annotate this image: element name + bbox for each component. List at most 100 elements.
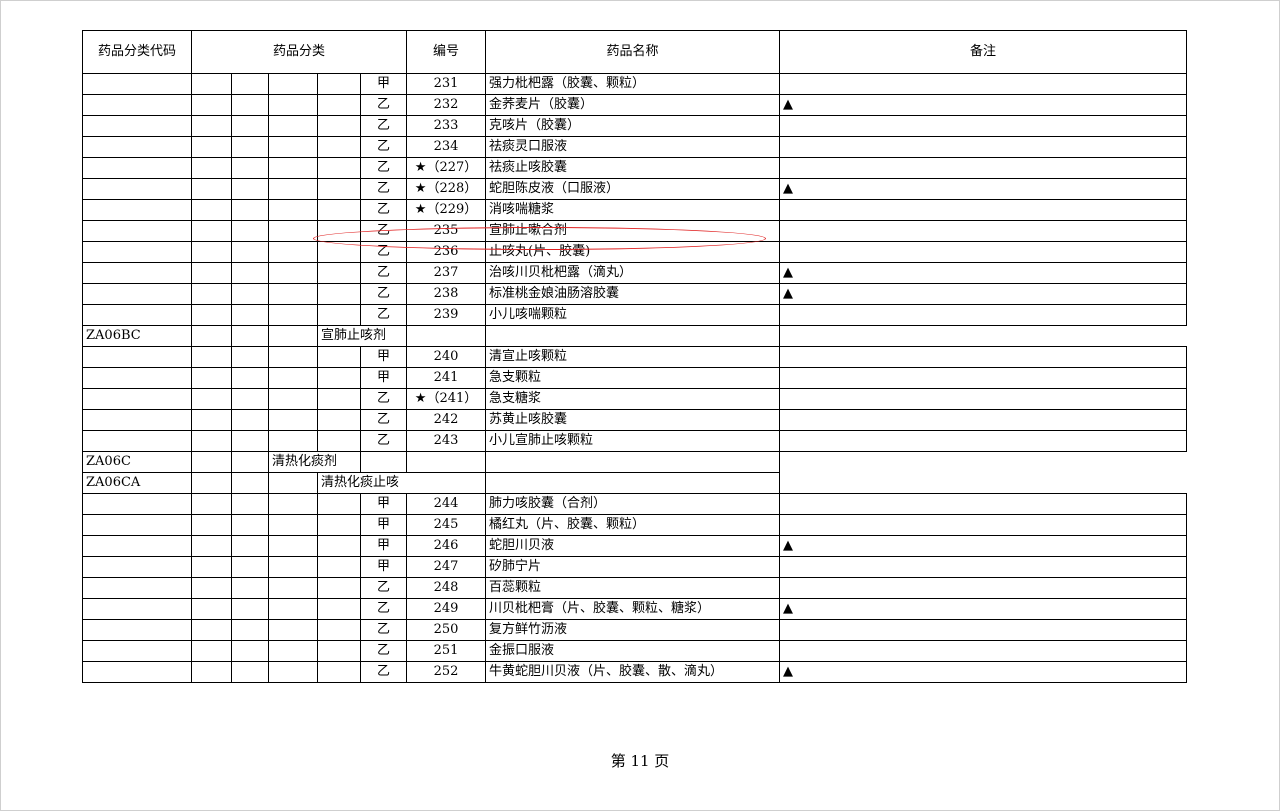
note-cell <box>779 430 1188 452</box>
drug-name: 牛黄蛇胆川贝液（片、胶囊、散、滴丸） <box>485 661 781 683</box>
empty-cell <box>317 661 361 683</box>
number-cell: 236 <box>406 241 487 263</box>
category-code <box>82 388 192 410</box>
empty-cell <box>268 556 318 578</box>
category-row: ZA06CA 清热化痰止咳 <box>82 472 1187 494</box>
empty-cell <box>191 640 232 662</box>
empty-cell <box>231 136 269 158</box>
empty-cell <box>317 241 361 263</box>
empty-cell <box>191 577 232 599</box>
category-code <box>82 94 192 116</box>
empty-cell <box>268 73 318 95</box>
category-code <box>82 619 192 641</box>
grade-cell: 甲 <box>359 367 408 389</box>
drug-name: 橘红丸（片、胶囊、颗粒） <box>485 514 781 536</box>
drug-name: 急支颗粒 <box>485 367 781 389</box>
number-text: 252 <box>433 664 459 679</box>
empty-cell <box>231 367 269 389</box>
grade-cell: 乙 <box>359 262 408 284</box>
note-cell: ▲ <box>779 598 1188 620</box>
table-row: 甲 231 强力枇杷露（胶囊、颗粒） <box>82 73 1188 95</box>
table-row: 乙 239 小儿咳喘颗粒 <box>82 304 1188 326</box>
empty-cell <box>317 409 361 431</box>
number-text: 233 <box>433 118 459 133</box>
empty-cell <box>317 115 361 137</box>
drug-name: 宣肺止嗽合剂 <box>485 220 781 242</box>
grade-cell: 乙 <box>359 409 408 431</box>
number-cell: ★（227） <box>406 157 487 179</box>
empty-cell <box>231 199 269 221</box>
note-cell <box>779 556 1188 578</box>
table-row: 乙 236 止咳丸(片、胶囊) <box>82 241 1188 263</box>
empty-cell <box>268 535 318 557</box>
note-cell <box>779 514 1188 536</box>
number-text: （241） <box>426 391 478 406</box>
number-text: 251 <box>433 643 459 658</box>
number-cell: 234 <box>406 136 487 158</box>
number-cell: 239 <box>406 304 487 326</box>
number-cell: 252 <box>406 661 487 683</box>
note-cell <box>485 451 781 473</box>
grade-cell: 甲 <box>359 73 408 95</box>
drug-name: 祛痰灵口服液 <box>485 136 781 158</box>
grade-cell: 乙 <box>359 430 408 452</box>
note-cell: ▲ <box>779 661 1188 683</box>
grade-cell: 乙 <box>359 661 408 683</box>
table-row: 乙 242 苏黄止咳胶囊 <box>82 409 1188 431</box>
empty-cell <box>191 388 232 410</box>
empty-cell <box>231 619 269 641</box>
number-text: 249 <box>433 601 459 616</box>
star-icon: ★ <box>414 160 427 175</box>
number-cell: 243 <box>406 430 487 452</box>
category-code <box>82 304 192 326</box>
category-row: ZA06C 清热化痰剂 <box>82 451 1187 473</box>
empty-cell <box>191 94 232 116</box>
empty-cell <box>317 367 361 389</box>
grade-cell: 乙 <box>359 199 408 221</box>
drug-name: 标准桃金娘油肠溶胶囊 <box>485 283 781 305</box>
number-cell: ★（228） <box>406 178 487 200</box>
note-cell <box>779 304 1188 326</box>
drug-name: 止咳丸(片、胶囊) <box>485 241 781 263</box>
grade-cell: 乙 <box>359 283 408 305</box>
empty-cell <box>231 409 269 431</box>
empty-cell <box>231 388 269 410</box>
header-number: 编号 <box>406 30 487 74</box>
grade-cell: 甲 <box>359 493 408 515</box>
empty-cell <box>231 598 269 620</box>
empty-cell <box>268 325 318 347</box>
table-row: 乙 238 标准桃金娘油肠溶胶囊 ▲ <box>82 283 1188 305</box>
category-code <box>82 115 192 137</box>
empty-cell <box>317 556 361 578</box>
empty-cell <box>268 136 318 158</box>
empty-cell <box>231 640 269 662</box>
number-cell: 244 <box>406 493 487 515</box>
category-label: 宣肺止咳剂 <box>316 325 408 347</box>
empty-cell <box>406 451 487 473</box>
note-cell <box>779 157 1188 179</box>
empty-cell <box>268 241 318 263</box>
empty-cell <box>231 94 269 116</box>
note-cell <box>779 367 1188 389</box>
empty-cell <box>268 178 318 200</box>
category-code <box>82 598 192 620</box>
empty-cell <box>317 640 361 662</box>
category-code: ZA06BC <box>82 325 192 347</box>
number-text: （227） <box>426 160 478 175</box>
empty-cell <box>191 241 232 263</box>
table-row: 乙 ★（241） 急支糖浆 <box>82 388 1188 410</box>
note-cell <box>779 493 1188 515</box>
grade-cell: 乙 <box>359 640 408 662</box>
empty-cell <box>317 304 361 326</box>
category-code <box>82 283 192 305</box>
note-cell <box>779 577 1188 599</box>
grade-cell: 乙 <box>359 304 408 326</box>
drug-name: 金振口服液 <box>485 640 781 662</box>
empty-cell <box>268 619 318 641</box>
table-row: 甲 240 清宣止咳颗粒 <box>82 346 1188 368</box>
number-text: （229） <box>426 202 478 217</box>
grade-cell: 乙 <box>359 136 408 158</box>
number-text: 234 <box>433 139 459 154</box>
note-cell <box>779 199 1188 221</box>
empty-cell <box>317 94 361 116</box>
